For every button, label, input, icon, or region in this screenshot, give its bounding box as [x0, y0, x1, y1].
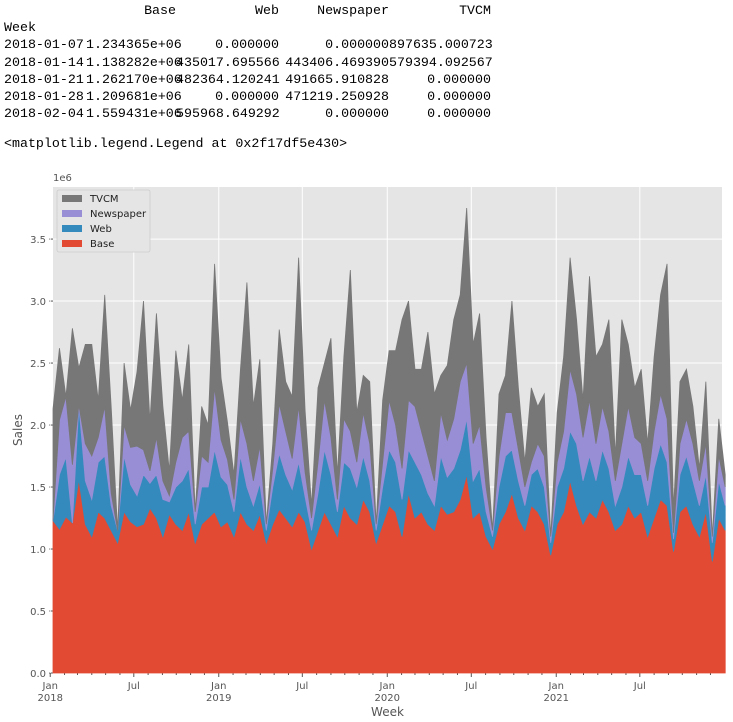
x-tick-label: Jul: [633, 681, 646, 692]
column-header: Newspaper: [317, 3, 389, 18]
x-tick-label: Jan: [210, 681, 226, 692]
table-cell: 443406.469390: [285, 54, 389, 70]
column-header: Web: [255, 3, 279, 18]
table-cell: 482364.120241: [176, 71, 280, 87]
row-index: 2018-01-21: [4, 71, 84, 87]
x-tick-label: Jan: [379, 681, 395, 692]
y-tick-label: 1.5: [30, 483, 46, 494]
legend-label: TVCM: [89, 194, 119, 205]
y-tick-label: 3.0: [30, 297, 46, 308]
legend-swatch-newspaper: [62, 210, 82, 217]
table-cell: 1.262170e+06: [86, 71, 182, 87]
table-cell: 0.000000: [215, 88, 279, 104]
x-tick-label: Jan: [42, 681, 58, 692]
x-tick-label: Jan: [548, 681, 564, 692]
dataframe-output: Base Web Newspaper TVCM Week 2018-01-07 1…: [4, 3, 493, 123]
dataframe-header: Base Web Newspaper TVCM: [4, 3, 491, 20]
index-name: Week: [4, 20, 36, 36]
y-tick-label: 2.0: [30, 421, 46, 432]
table-cell: 0.000000: [427, 88, 491, 104]
table-row: 2018-01-07 1.234365e+06 0.000000 0.000000 89…: [4, 37, 493, 54]
x-tick-year-label: 2020: [375, 693, 400, 704]
row-index: 2018-01-07: [4, 37, 84, 53]
legend-repr-output: <matplotlib.legend.Legend at 0x2f17df5e4…: [4, 136, 348, 151]
table-cell: 1.559431e+06: [86, 106, 182, 122]
table-row: 2018-01-21 1.262170e+06 482364.120241 49166…: [4, 72, 491, 89]
column-header: TVCM: [459, 3, 491, 18]
x-tick-label: Jul: [464, 681, 477, 692]
table-cell: 491665.910828: [285, 71, 389, 87]
table-cell: 579394.092567: [389, 54, 493, 70]
table-row: 2018-02-04 1.559431e+06 595968.649292 0.000…: [4, 106, 491, 123]
row-index: 2018-02-04: [4, 106, 84, 122]
x-tick-label: Jul: [295, 681, 308, 692]
legend-label: Base: [90, 239, 114, 250]
table-cell: 471219.250928: [285, 88, 389, 104]
column-header: Base: [144, 3, 176, 18]
legend: TVCM Newspaper Web Base: [56, 189, 151, 253]
table-cell: 1.138282e+06: [86, 54, 182, 70]
row-index: 2018-01-28: [4, 88, 84, 104]
legend-box: [56, 189, 151, 253]
table-cell: 897635.000723: [389, 37, 493, 53]
x-tick-year-label: 2018: [38, 693, 63, 704]
x-tick-year-label: 2019: [206, 693, 231, 704]
table-cell: 0.000000: [427, 71, 491, 87]
y-tick-label: 1.0: [30, 545, 46, 556]
x-axis-label: Week: [371, 705, 404, 719]
y-axis-label: Sales: [11, 414, 25, 446]
table-row: 2018-01-14 1.138282e+06 435017.695566 44340…: [4, 54, 493, 72]
table-cell: 595968.649292: [176, 106, 280, 122]
table-cell: 0.000000: [325, 37, 389, 53]
legend-swatch-web: [62, 225, 82, 232]
y-tick-label: 0.0: [30, 669, 46, 680]
y-tick-label: 0.5: [30, 607, 46, 618]
offset-text: 1e6: [53, 173, 72, 184]
legend-swatch-base: [62, 240, 82, 247]
legend-swatch-tvcm: [62, 195, 82, 202]
legend-label: Newspaper: [90, 209, 147, 220]
x-tick-year-label: 2021: [544, 693, 569, 704]
table-cell: 435017.695566: [176, 54, 280, 70]
table-cell: 0.000000: [325, 106, 389, 122]
table-cell: 0.000000: [215, 37, 279, 53]
table-cell: 1.209681e+06: [86, 88, 182, 104]
y-tick-label: 2.5: [30, 359, 46, 370]
table-row: 2018-01-28 1.209681e+06 0.000000 471219.250…: [4, 89, 491, 106]
row-index: 2018-01-14: [4, 54, 84, 70]
table-cell: 0.000000: [427, 106, 491, 122]
x-tick-label: Jul: [127, 681, 140, 692]
legend-label: Web: [90, 224, 112, 235]
y-tick-label: 3.5: [30, 235, 46, 246]
area-tvcm: [52, 208, 726, 537]
table-cell: 1.234365e+06: [86, 37, 182, 53]
